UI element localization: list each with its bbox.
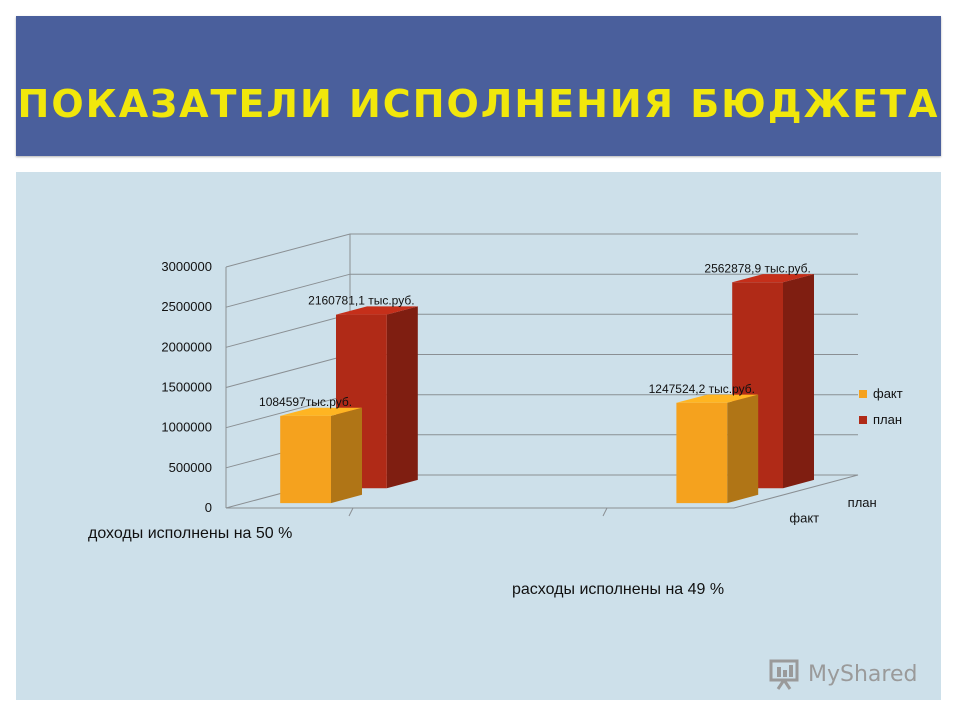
- presentation-icon: [769, 659, 799, 690]
- chart-panel: 0 500000 1000000 1500000 2000000 2500000 30000…: [16, 172, 941, 700]
- title-banner: ПОКАЗАТЕЛИ ИСПОЛНЕНИЯ БЮДЖЕТА: [16, 16, 941, 156]
- plan-bar-1-label: 2562878,9 тыс.руб.: [704, 261, 810, 275]
- fact-bar-0-side: [331, 407, 362, 504]
- watermark-text: MyShared: [808, 661, 918, 687]
- fact-bar-1-side: [727, 394, 759, 504]
- legend-label-1: план: [873, 412, 902, 427]
- x-tick-1: [602, 507, 608, 517]
- floor-outline: [226, 474, 859, 509]
- slide-title: ПОКАЗАТЕЛИ ИСПОЛНЕНИЯ БЮДЖЕТА: [17, 82, 940, 126]
- fact-bar-1-top: [676, 394, 759, 403]
- fact-bar-1-label: 1247524,2 тыс.руб.: [649, 382, 755, 396]
- y-tick-label-4: 2000000: [161, 339, 212, 354]
- income-caption: доходы исполнены на 50 %: [88, 525, 293, 542]
- x-tick-0: [348, 507, 354, 517]
- depth-label-0: факт: [789, 510, 819, 525]
- fact-bar-0-label: 1084597тыс.руб.: [259, 395, 352, 409]
- legend-swatch-1: [859, 416, 867, 424]
- fact-bar-0-top: [280, 407, 362, 416]
- plan-bar-1-side: [783, 274, 814, 489]
- y-tick-label-3: 1500000: [161, 380, 212, 395]
- y-tick-label-0: 0: [205, 500, 212, 515]
- watermark: MyShared: [768, 656, 917, 692]
- plan-bar-0-top: [336, 306, 418, 315]
- fact-bar-0: [280, 415, 331, 504]
- plan-bar-1-top: [732, 274, 814, 283]
- budget-chart: 0 500000 1000000 1500000 2000000 2500000 30000…: [161, 233, 903, 525]
- y-tick-label-1: 500000: [169, 460, 212, 475]
- legend-label-0: факт: [873, 386, 903, 401]
- fact-bar-1: [676, 402, 728, 504]
- y-tick-label-2: 1000000: [161, 420, 212, 435]
- depth-label-1: план: [848, 495, 877, 510]
- plan-bar-0-side: [386, 306, 418, 489]
- expenses-caption: расходы исполнены на 49 %: [512, 581, 725, 598]
- y-tick-label-6: 3000000: [161, 259, 212, 274]
- legend-swatch-0: [859, 390, 867, 398]
- y-tick-label-5: 2500000: [161, 299, 212, 314]
- plan-bar-0-label: 2160781,1 тыс.руб.: [308, 294, 414, 308]
